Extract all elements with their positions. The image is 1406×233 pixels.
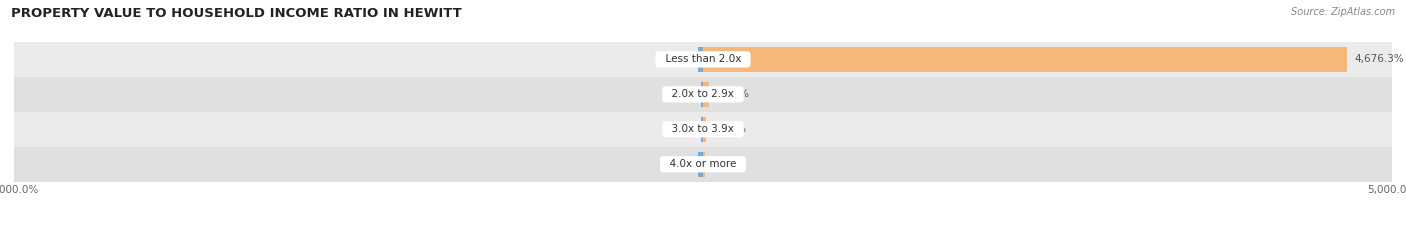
Text: PROPERTY VALUE TO HOUSEHOLD INCOME RATIO IN HEWITT: PROPERTY VALUE TO HOUSEHOLD INCOME RATIO… <box>11 7 463 20</box>
Bar <box>14 77 1392 112</box>
Bar <box>702 82 703 107</box>
Bar <box>14 112 1392 147</box>
Bar <box>703 152 704 177</box>
Text: Source: ZipAtlas.com: Source: ZipAtlas.com <box>1291 7 1395 17</box>
Text: 23.0%: 23.0% <box>713 124 747 134</box>
Text: 2.0x to 2.9x: 2.0x to 2.9x <box>665 89 741 99</box>
Bar <box>14 147 1392 182</box>
Text: 4.0x or more: 4.0x or more <box>664 159 742 169</box>
Text: 15.2%: 15.2% <box>661 89 695 99</box>
Text: Less than 2.0x: Less than 2.0x <box>658 55 748 64</box>
Bar <box>14 42 1392 77</box>
Text: 45.0%: 45.0% <box>716 89 749 99</box>
Bar <box>703 117 706 142</box>
Bar <box>702 117 703 142</box>
Text: 33.4%: 33.4% <box>658 55 692 64</box>
Text: 3.0x to 3.9x: 3.0x to 3.9x <box>665 124 741 134</box>
Legend: Without Mortgage, With Mortgage: Without Mortgage, With Mortgage <box>593 231 813 233</box>
Bar <box>703 82 709 107</box>
Bar <box>699 47 703 72</box>
Text: 4,676.3%: 4,676.3% <box>1354 55 1405 64</box>
Bar <box>703 47 1347 72</box>
Text: 15.2%: 15.2% <box>661 124 695 134</box>
Text: 36.2%: 36.2% <box>658 159 692 169</box>
Bar <box>697 152 703 177</box>
Text: 11.5%: 11.5% <box>711 159 745 169</box>
